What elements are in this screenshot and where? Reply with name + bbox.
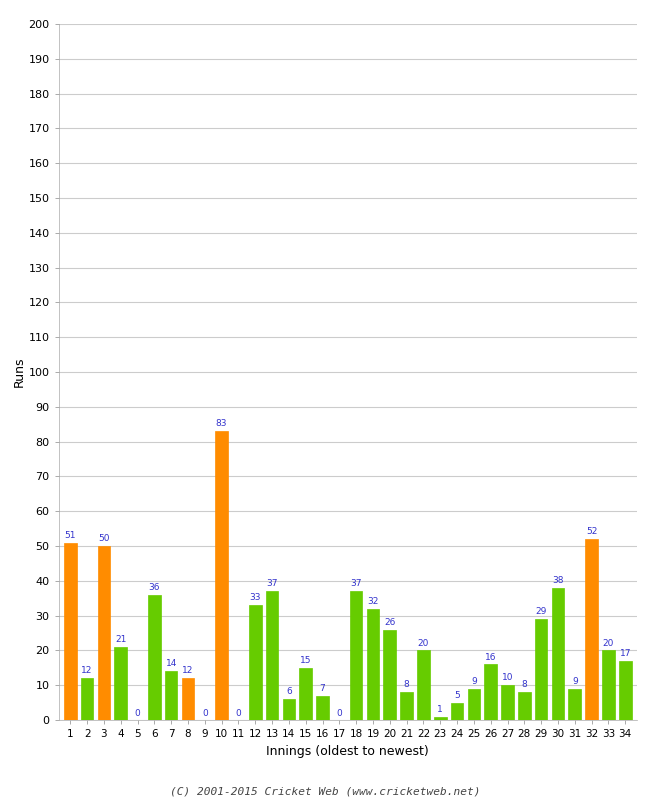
Bar (400, 692, 413, 720)
Text: 29: 29 (536, 607, 547, 616)
Bar (518, 692, 530, 720)
Text: 9: 9 (572, 677, 578, 686)
Bar (602, 650, 615, 720)
Bar (300, 668, 312, 720)
Text: 37: 37 (350, 579, 362, 589)
Text: 21: 21 (115, 635, 126, 644)
Bar (484, 664, 497, 720)
Text: 9: 9 (471, 677, 476, 686)
Bar (266, 591, 278, 720)
Text: 0: 0 (135, 710, 140, 718)
Text: 0: 0 (202, 710, 208, 718)
Text: 8: 8 (521, 680, 527, 690)
X-axis label: Innings (oldest to newest): Innings (oldest to newest) (266, 745, 429, 758)
Text: 32: 32 (367, 597, 379, 606)
Bar (535, 619, 547, 720)
Text: 36: 36 (149, 583, 160, 592)
Text: 50: 50 (98, 534, 110, 543)
Text: 1: 1 (437, 705, 443, 714)
Text: 12: 12 (81, 666, 93, 675)
Bar (384, 630, 396, 720)
Text: 8: 8 (404, 680, 410, 690)
Bar (64, 542, 77, 720)
Bar (215, 431, 228, 720)
Bar (283, 699, 295, 720)
Text: (C) 2001-2015 Cricket Web (www.cricketweb.net): (C) 2001-2015 Cricket Web (www.cricketwe… (170, 786, 480, 796)
Text: 7: 7 (320, 684, 326, 693)
Bar (165, 671, 177, 720)
Bar (569, 689, 581, 720)
Text: 33: 33 (250, 594, 261, 602)
Text: 16: 16 (485, 653, 497, 662)
Bar (182, 678, 194, 720)
Bar (316, 696, 329, 720)
Text: 83: 83 (216, 419, 228, 428)
Text: 0: 0 (337, 710, 342, 718)
Bar (417, 650, 430, 720)
Text: 51: 51 (64, 530, 76, 540)
Text: 52: 52 (586, 527, 597, 536)
Bar (81, 678, 94, 720)
Bar (148, 594, 161, 720)
Text: 0: 0 (235, 710, 241, 718)
Bar (585, 539, 598, 720)
Bar (619, 661, 632, 720)
Text: 37: 37 (266, 579, 278, 589)
Bar (450, 702, 463, 720)
Bar (552, 588, 564, 720)
Text: 6: 6 (286, 687, 292, 696)
Text: 14: 14 (166, 659, 177, 669)
Bar (350, 591, 363, 720)
Bar (467, 689, 480, 720)
Bar (501, 685, 514, 720)
Y-axis label: Runs: Runs (12, 357, 25, 387)
Text: 5: 5 (454, 691, 460, 700)
Bar (114, 647, 127, 720)
Text: 26: 26 (384, 618, 395, 626)
Bar (249, 605, 261, 720)
Bar (367, 609, 380, 720)
Text: 20: 20 (603, 638, 614, 648)
Text: 17: 17 (619, 649, 631, 658)
Bar (434, 717, 447, 720)
Bar (98, 546, 111, 720)
Text: 10: 10 (502, 674, 514, 682)
Text: 15: 15 (300, 656, 311, 665)
Text: 38: 38 (552, 576, 564, 585)
Text: 20: 20 (418, 638, 429, 648)
Text: 12: 12 (182, 666, 194, 675)
